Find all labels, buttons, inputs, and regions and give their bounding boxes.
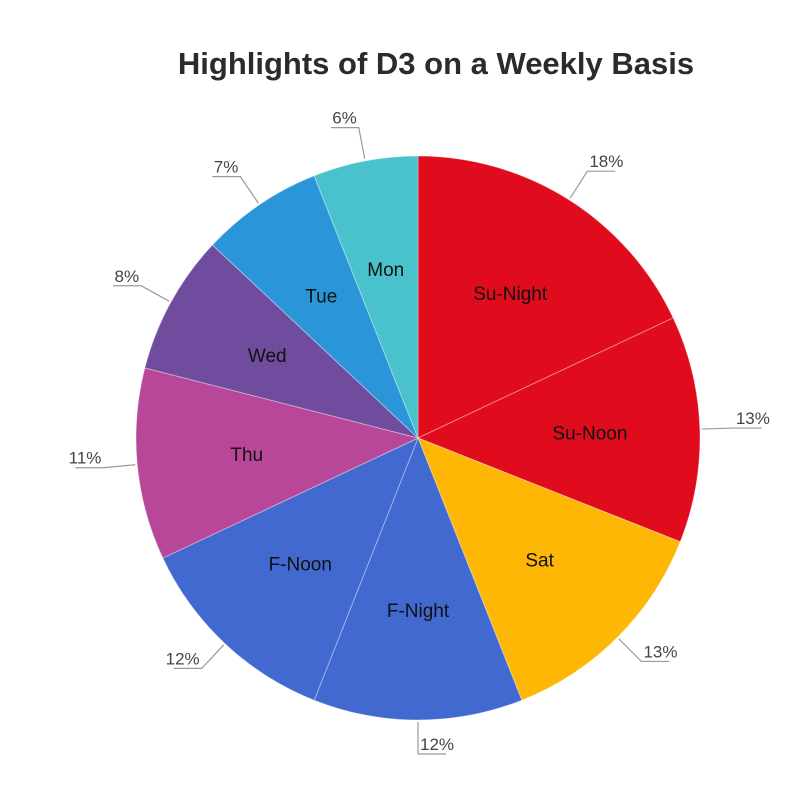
percent-label-sat: 13%	[643, 642, 677, 661]
leader-lines	[75, 126, 762, 755]
slice-label-sat: Sat	[525, 551, 554, 572]
percent-label-mon: 6%	[332, 109, 357, 128]
pie-slice-f-night	[313, 436, 523, 721]
leader-line-su-noon	[701, 427, 762, 430]
leader-line-wed	[113, 285, 170, 302]
slice-label-su-noon: Su-Noon	[552, 424, 627, 445]
slice-labels: Su-Night Su-Noon Sat F-Night F-Noon Thu Wed Tue…	[230, 260, 627, 622]
percent-labels: 18% 13% 13% 12% 12% 11% 8% 7% 6%	[69, 109, 770, 754]
leader-line-f-night	[417, 722, 446, 755]
slice-label-tue: Tue	[305, 287, 337, 308]
percent-label-thu: 11%	[69, 449, 102, 468]
leader-line-mon	[330, 126, 366, 160]
slice-label-su-night: Su-Night	[473, 284, 548, 305]
leader-line-sat	[618, 638, 670, 663]
percent-label-su-noon: 13%	[736, 409, 770, 428]
chart-title: Highlights of D3 on a Weekly Basis	[177, 46, 695, 81]
pie-slice-mon	[313, 155, 419, 439]
percent-label-wed: 8%	[115, 267, 140, 286]
pie-slice-wed	[144, 244, 419, 439]
pie-slice-thu	[135, 367, 420, 559]
pie-slice-su-noon	[416, 317, 701, 543]
slice-label-wed: Wed	[248, 346, 287, 367]
leader-line-f-noon	[173, 644, 225, 669]
slice-label-f-noon: F-Noon	[269, 554, 332, 575]
percent-label-f-noon: 12%	[166, 649, 200, 668]
leader-line-thu	[75, 464, 136, 469]
slice-label-f-night: F-Night	[387, 601, 450, 622]
percent-label-tue: 7%	[214, 158, 239, 177]
pie-slices	[135, 155, 701, 721]
slice-label-thu: Thu	[230, 445, 263, 466]
pie-slice-sat	[417, 437, 681, 701]
pie-slice-f-noon	[162, 437, 419, 701]
pie-slice-tue	[211, 175, 419, 439]
pie-slice-su-night	[417, 155, 674, 439]
percent-label-su-night: 18%	[589, 152, 623, 171]
leader-line-tue	[212, 176, 259, 204]
slice-label-mon: Mon	[367, 260, 404, 281]
percent-label-f-night: 12%	[420, 735, 454, 754]
leader-line-su-night	[569, 170, 616, 199]
chart-title-wrap: Highlights of D3 on a Weekly Basis	[0, 46, 800, 82]
